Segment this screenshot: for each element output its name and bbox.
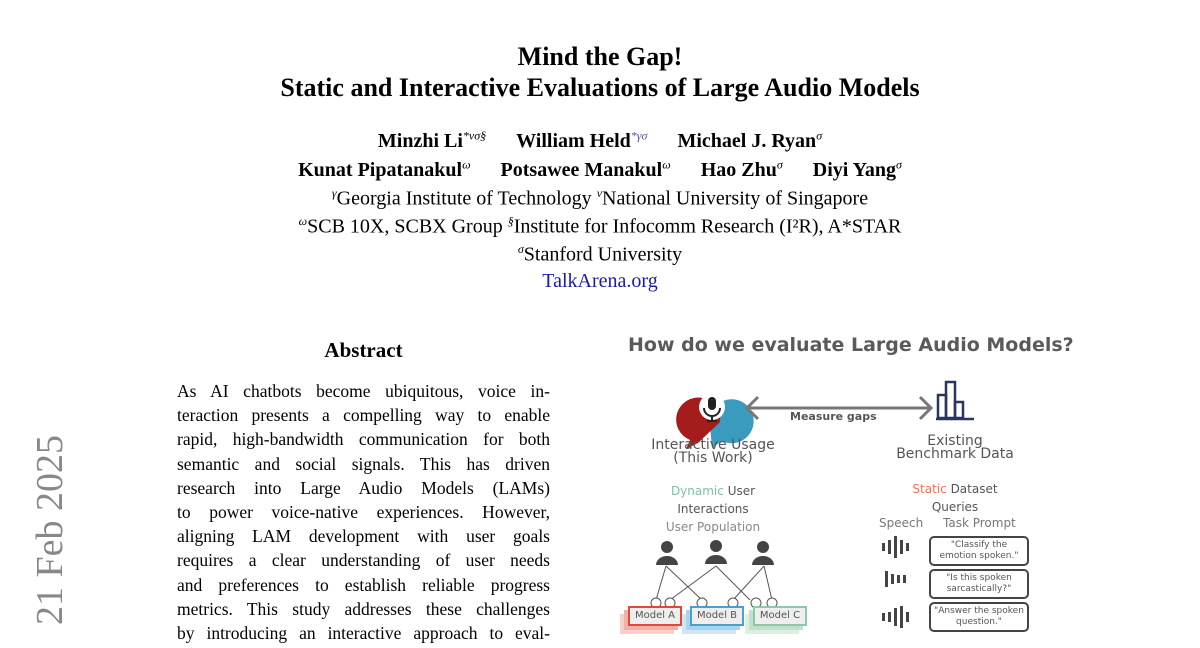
prompt-box: "Classify the emotion spoken." [929,536,1029,566]
task-prompt-header: Task Prompt [943,516,1016,530]
arxiv-date-stamp: 21 Feb 2025 [29,435,71,625]
paper-title-line1: Mind the Gap! [517,42,683,71]
vote-icons [650,597,778,609]
author: Diyi Yangσ [812,157,902,181]
author: Hao Zhuσ [700,157,783,181]
abstract-line: to power voice-native experiences. Howev… [177,502,550,522]
prompt-box: "Answer the spoken question." [929,602,1029,632]
arrow-label: Measure gaps [790,410,877,423]
model-b-card: Model B [690,606,744,626]
static-queries-label: Static Dataset Queries [912,482,998,514]
authors-row1: Minzhi Li*νσ§ William Held*γσ Michael J.… [0,128,1200,153]
prompt-box: "Is this spoken sarcastically?" [929,569,1029,599]
abstract-line: and preferences to establish reliable pr… [177,574,550,595]
author: Michael J. Ryanσ [677,128,823,152]
abstract-line: semantic and social signals. This has dr… [177,453,550,474]
project-link[interactable]: TalkArena.org [542,270,658,292]
abstract-line: As AI chatbots become ubiquitous, voice … [177,381,550,401]
model-a-card: Model A [628,606,682,626]
author: William Held*γσ [516,128,648,152]
chat-bubble-mic-icon [676,394,754,449]
author: Minzhi Li*νσ§ [377,128,487,152]
speech-waveform-icons [882,536,909,628]
abstract-line: by introducing an interactive approach t… [177,623,550,643]
abstract-line: metrics. This study addresses these chal… [177,598,550,619]
abstract-line: research into Large Audio Models (LAMs) [177,477,550,498]
bar-chart-icon [936,380,974,421]
affiliations-row2: ωSCB 10X, SCBX Group §Institute for Info… [298,214,902,238]
affiliations-row3: σStanford University [517,242,683,266]
speech-header: Speech [879,516,924,530]
abstract-line: aligning LAM development with user goals [177,526,550,547]
user-icons [656,540,774,565]
model-c-card: Model C [753,606,807,626]
connection-lines [655,565,773,601]
abstract-line: rapid, high-bandwidth communication for … [177,429,550,450]
dynamic-interactions-label: Dynamic User Interactions User Population [665,484,761,534]
abstract-heading: Abstract [324,338,403,362]
authors-row2: Kunat Pipatanakulω Potsawee Manakulω Hao… [0,157,1200,182]
benchmark-data-label: Existing Benchmark Data [896,433,1014,462]
author: Potsawee Manakulω [500,157,671,181]
figure-graphics [650,380,974,628]
abstract-line: requires a clear understanding of user n… [177,550,550,571]
abstract-line: teraction presents a compelling way to e… [177,405,550,426]
figure-title: How do we evaluate Large Audio Models? [628,334,1074,356]
author: Kunat Pipatanakulω [298,157,471,181]
interactive-usage-label: Interactive Usage (This Work) [651,437,775,466]
affiliations-row1: γGeorgia Institute of Technology νNation… [331,186,869,210]
double-arrow [744,395,934,421]
paper-title-line2: Static and Interactive Evaluations of La… [280,73,920,102]
